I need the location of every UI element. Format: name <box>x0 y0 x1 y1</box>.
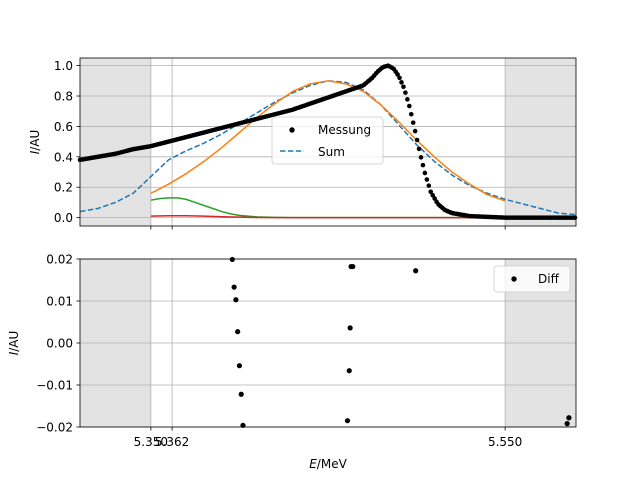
top-ytick-label: 0.2 <box>54 181 73 195</box>
bottom-legend: Diff <box>493 265 571 293</box>
measurement-point <box>412 128 418 134</box>
diff-point <box>566 415 572 421</box>
bottom-xtick-label: 5.550 <box>488 435 522 449</box>
top-ytick-label: 0.0 <box>54 211 73 225</box>
measurement-point <box>395 72 400 77</box>
diff-point <box>231 284 237 290</box>
measurement-point <box>410 120 416 125</box>
bottom-xtick-label: 5.362 <box>155 435 189 449</box>
legend-label-messung: Messung <box>318 123 371 137</box>
measurement-point <box>416 146 422 152</box>
measurement-point <box>418 155 424 160</box>
top-shaded-region-0 <box>80 58 151 226</box>
top-legend-box <box>271 116 384 165</box>
measurement-point <box>414 137 420 143</box>
top-y-axis-label: I/AU <box>28 130 42 155</box>
legend-marker-messung <box>289 127 295 133</box>
top-axes: 0.0 0.2 0.4 0.6 0.8 1.0 I/AU Messung Sum <box>28 57 578 230</box>
top-shaded-regions <box>80 58 576 226</box>
measurement-point <box>403 90 408 95</box>
bottom-legend-box <box>493 265 571 293</box>
measurement-point <box>432 196 437 201</box>
measurement-point <box>424 177 430 182</box>
measurement-point <box>426 183 432 188</box>
diff-point <box>235 329 241 335</box>
measurement-point <box>401 84 406 90</box>
top-ytick-label: 0.6 <box>54 120 73 134</box>
bottom-ytick-label: −0.01 <box>36 379 73 393</box>
top-ytick-label: 0.4 <box>54 150 73 164</box>
top-ytick-label: 1.0 <box>54 59 73 73</box>
top-tick-marks: 0.0 0.2 0.4 0.6 0.8 1.0 <box>54 59 506 230</box>
diff-point <box>238 391 244 397</box>
top-measurement-points <box>77 63 578 220</box>
bottom-ytick-label: 0.00 <box>46 337 73 351</box>
diff-point <box>347 325 353 331</box>
measurement-point <box>572 215 578 220</box>
diff-point <box>346 368 352 374</box>
measurement-point <box>399 80 404 85</box>
bottom-ytick-label: −0.02 <box>36 421 73 435</box>
measurement-point <box>397 75 402 81</box>
measurement-point <box>407 103 412 109</box>
bottom-ytick-label: 0.01 <box>46 295 73 309</box>
x-axis-label: E/MeV <box>309 457 347 471</box>
top-ytick-label: 0.8 <box>54 90 73 104</box>
legend-label-sum: Sum <box>318 145 345 159</box>
diff-point <box>413 268 419 274</box>
measurement-point <box>428 189 434 195</box>
top-series-line-3 <box>150 215 506 219</box>
diff-point <box>229 256 235 263</box>
diff-point <box>344 418 351 424</box>
top-shaded-region-1 <box>505 58 576 226</box>
diff-point <box>350 263 356 270</box>
top-axes-frame <box>79 57 577 227</box>
top-series-line-1 <box>150 80 506 202</box>
measurement-point <box>422 170 428 176</box>
bottom-y-axis-label: I/AU <box>7 331 21 356</box>
measurement-point <box>420 162 426 168</box>
top-legend: Messung Sum <box>271 116 384 165</box>
legend-marker-diff <box>511 276 517 282</box>
bottom-diff-points <box>229 256 572 428</box>
measurement-point <box>430 192 435 198</box>
diff-point <box>236 363 243 369</box>
diff-point <box>564 421 570 427</box>
legend-label-diff: Diff <box>538 272 560 286</box>
measurement-point <box>408 111 414 117</box>
measurement-point <box>405 97 410 102</box>
top-series-line-0 <box>79 80 577 216</box>
diff-point <box>233 297 239 303</box>
top-series-lines <box>79 80 577 219</box>
bottom-xtick-label: 5.350 <box>134 435 168 449</box>
bottom-ytick-label: 0.02 <box>46 253 73 267</box>
